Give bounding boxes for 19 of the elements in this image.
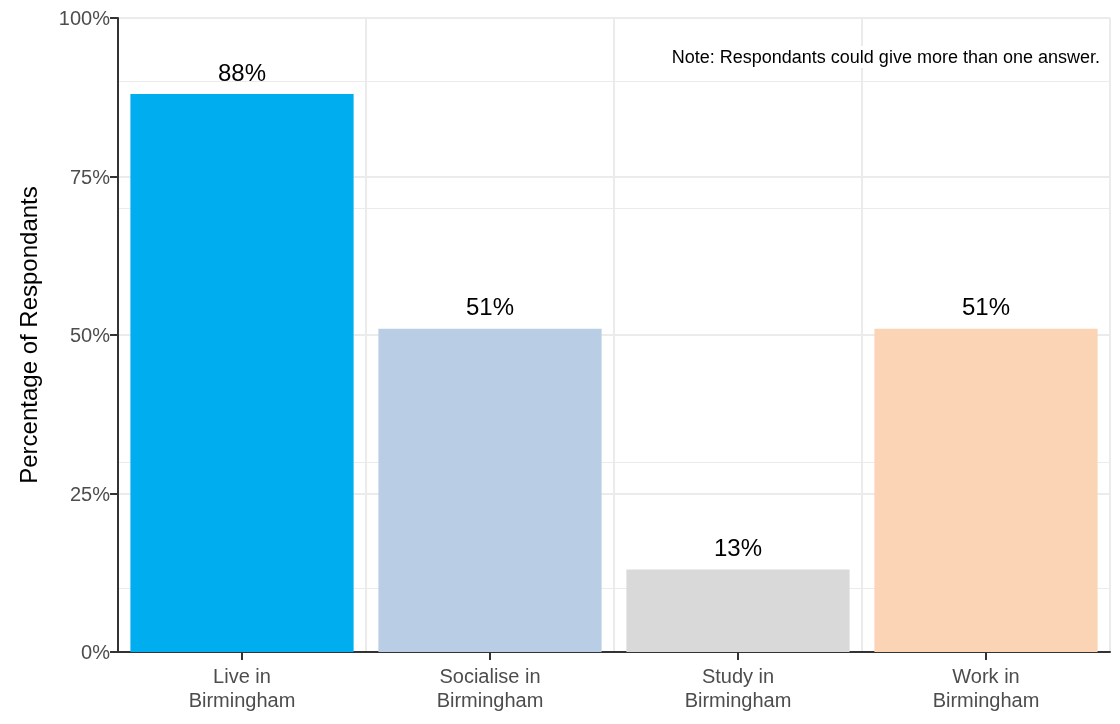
y-tick-label: 0% <box>81 641 111 663</box>
data-label: 51% <box>465 293 515 321</box>
x-tick-label: Study in Birmingham <box>684 665 792 711</box>
annotation: Note: Respondants could give more than one answer. <box>671 47 1100 67</box>
data-label: 88% <box>217 58 267 86</box>
x-tick-label: Live in Birmingham <box>188 665 296 711</box>
bar <box>378 328 602 652</box>
y-tick-label: 100% <box>58 7 111 29</box>
x-tick-label: Work in Birmingham <box>932 665 1040 711</box>
data-label: 51% <box>961 293 1011 321</box>
x-tick-label: Socialise in Birmingham <box>436 665 544 711</box>
y-tick-label: 50% <box>69 324 111 346</box>
bar <box>130 94 354 652</box>
y-tick-label: 25% <box>69 482 111 505</box>
y-tick-label: 75% <box>69 165 111 188</box>
bar <box>626 569 850 652</box>
bar <box>874 328 1098 652</box>
y-axis-title: Percentage of Respondants <box>14 186 42 484</box>
data-label: 13% <box>713 534 763 562</box>
